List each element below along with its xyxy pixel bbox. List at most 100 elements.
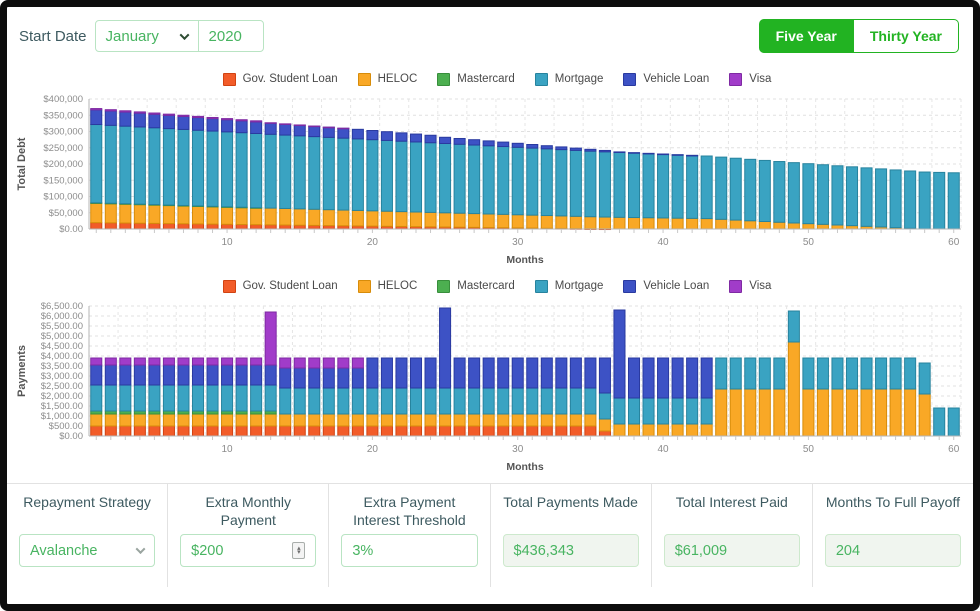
svg-text:20: 20 [367,444,379,455]
svg-text:$0.00: $0.00 [59,431,83,442]
chevron-down-icon [179,29,189,40]
svg-text:10: 10 [222,444,234,455]
svg-text:$3,000.00: $3,000.00 [41,371,83,382]
svg-text:$1,000.00: $1,000.00 [41,411,83,422]
legend-item[interactable]: Mortgage [534,72,603,86]
svg-text:$50,000: $50,000 [49,208,83,219]
legend-swatch-icon [222,72,236,86]
svg-text:10: 10 [222,237,234,248]
total-payments-column: Total Payments Made $436,343 [489,484,651,587]
summary-footer: Repayment Strategy Avalanche Extra Month… [7,483,973,587]
legend-swatch-icon [623,72,637,86]
months-to-payoff-column: Months To Full Payoff 204 [811,484,973,587]
legend-item[interactable]: HELOC [357,72,417,86]
svg-text:$200,000: $200,000 [43,159,83,170]
total-payments-field: $436,343 [502,534,639,567]
start-year-value: 2020 [208,27,242,45]
total-debt-chart-block: Gov. Student Loan HELOC Mastercard Mortgage… [7,67,980,272]
months-to-payoff-value: 204 [835,542,861,559]
legend-swatch-icon [357,72,371,86]
svg-text:$6,500.00: $6,500.00 [41,301,83,312]
svg-text:$4,000.00: $4,000.00 [41,351,83,362]
extra-monthly-payment-input[interactable]: $200 [180,534,317,567]
payments-chart-block: Gov. Student Loan HELOC Mastercard Mortgage… [7,274,980,479]
legend-item[interactable]: Visa [729,72,771,86]
total-payments-value: $436,343 [513,542,574,559]
svg-text:40: 40 [658,237,670,248]
five-year-button[interactable]: Five Year [758,19,854,53]
total-interest-label: Total Interest Paid [675,494,788,510]
svg-text:$1,500.00: $1,500.00 [41,401,83,412]
legend-swatch-icon [437,279,451,293]
legend-swatch-icon [623,279,637,293]
chevron-down-icon [135,544,146,555]
svg-text:$500.00: $500.00 [49,421,83,432]
legend-swatch-icon [222,279,236,293]
interest-threshold-label: Extra Payment Interest Threshold [353,494,466,528]
svg-text:$5,500.00: $5,500.00 [41,321,83,332]
top-toolbar: Start Date January 2020 Five Year Thirty… [7,7,973,65]
svg-text:$2,500.00: $2,500.00 [41,381,83,392]
svg-text:Total Debt: Total Debt [16,137,28,190]
svg-text:50: 50 [803,444,815,455]
total-debt-chart: $400,000 $350,000 $300,000 $250,000 $200,000… [11,91,980,272]
svg-text:$0.00: $0.00 [59,224,83,235]
svg-text:50: 50 [803,237,815,248]
total-payments-label: Total Payments Made [503,494,638,510]
legend-item[interactable]: Gov. Student Loan [222,279,338,293]
start-month-value: January [105,27,159,45]
months-to-payoff-label: Months To Full Payoff [825,494,960,510]
svg-text:$100,000: $100,000 [43,192,83,203]
legend-item[interactable]: Visa [729,279,771,293]
legend-swatch-icon [437,72,451,86]
svg-text:$3,500.00: $3,500.00 [41,361,83,372]
extra-monthly-payment-label: Extra Monthly Payment [205,494,292,528]
repayment-strategy-column: Repayment Strategy Avalanche [7,484,167,587]
number-stepper-icon[interactable] [292,542,306,559]
legend-item[interactable]: HELOC [357,279,417,293]
start-year-input[interactable]: 2020 [197,20,264,52]
svg-text:Months: Months [506,461,543,473]
svg-text:$250,000: $250,000 [43,143,83,154]
legend-swatch-icon [729,72,743,86]
legend-swatch-icon [357,279,371,293]
start-date-label: Start Date [19,27,87,45]
thirty-year-button[interactable]: Thirty Year [853,19,959,53]
interest-threshold-input[interactable]: 3% [341,534,478,567]
total-debt-legend: Gov. Student Loan HELOC Mastercard Mortgage… [7,67,980,91]
svg-text:20: 20 [367,237,379,248]
legend-item[interactable]: Mastercard [437,72,515,86]
legend-item[interactable]: Vehicle Loan [623,279,709,293]
repayment-strategy-select[interactable]: Avalanche [19,534,156,567]
svg-text:$5,000.00: $5,000.00 [41,331,83,342]
start-month-select[interactable]: January [94,20,199,52]
svg-text:$4,500.00: $4,500.00 [41,341,83,352]
svg-text:30: 30 [512,444,524,455]
svg-text:$350,000: $350,000 [43,110,83,121]
svg-text:Payments: Payments [16,345,28,397]
svg-text:$2,000.00: $2,000.00 [41,391,83,402]
months-to-payoff-field: 204 [824,534,962,567]
total-interest-column: Total Interest Paid $61,009 [650,484,812,587]
legend-swatch-icon [534,72,548,86]
payments-chart: $6,500.00 $6,000.00 $5,500.00 $5,000.00 $4,5… [11,298,980,479]
svg-text:60: 60 [948,444,960,455]
repayment-strategy-label: Repayment Strategy [23,494,151,510]
payments-legend: Gov. Student Loan HELOC Mastercard Mortgage… [7,274,980,298]
total-interest-field: $61,009 [663,534,800,567]
legend-item[interactable]: Vehicle Loan [623,72,709,86]
legend-item[interactable]: Gov. Student Loan [222,72,338,86]
interest-threshold-column: Extra Payment Interest Threshold 3% [328,484,489,587]
repayment-strategy-value: Avalanche [30,542,98,559]
legend-item[interactable]: Mortgage [534,279,603,293]
svg-text:Months: Months [506,254,543,266]
svg-text:60: 60 [948,237,960,248]
legend-item[interactable]: Mastercard [437,279,515,293]
svg-text:$400,000: $400,000 [43,94,83,105]
interest-threshold-value: 3% [352,542,374,559]
total-interest-value: $61,009 [674,542,728,559]
legend-swatch-icon [534,279,548,293]
svg-text:30: 30 [512,237,524,248]
svg-text:$300,000: $300,000 [43,127,83,138]
extra-monthly-payment-value: $200 [191,542,224,559]
